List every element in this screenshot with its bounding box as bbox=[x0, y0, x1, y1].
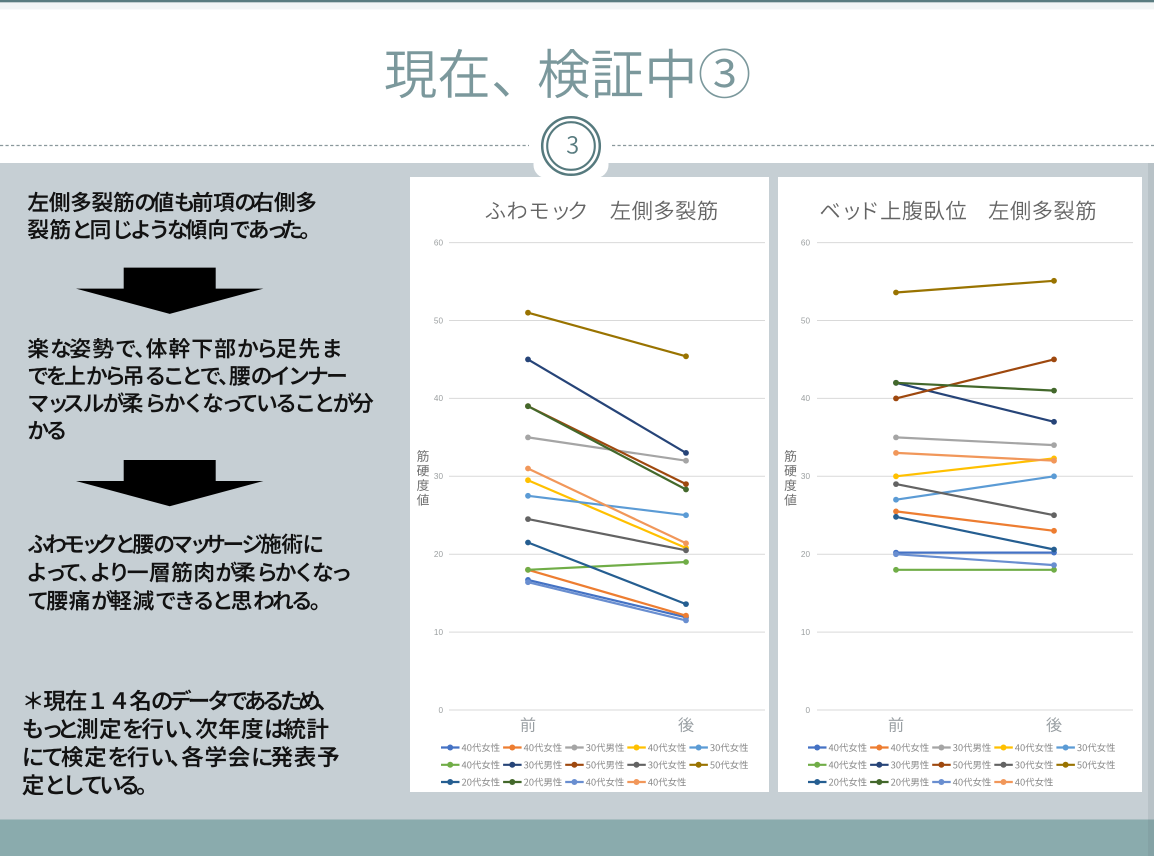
svg-text:60: 60 bbox=[801, 238, 811, 247]
svg-text:20: 20 bbox=[434, 550, 444, 559]
svg-text:40: 40 bbox=[434, 394, 444, 403]
svg-text:50: 50 bbox=[434, 316, 444, 325]
svg-text:0: 0 bbox=[438, 706, 443, 715]
svg-text:10: 10 bbox=[434, 628, 444, 637]
svg-text:40: 40 bbox=[801, 394, 811, 403]
svg-text:50: 50 bbox=[801, 316, 811, 325]
svg-text:0: 0 bbox=[805, 706, 810, 715]
svg-text:30: 30 bbox=[434, 472, 444, 481]
svg-text:10: 10 bbox=[801, 628, 811, 637]
svg-text:30: 30 bbox=[801, 472, 811, 481]
svg-text:20: 20 bbox=[801, 550, 811, 559]
svg-text:60: 60 bbox=[434, 238, 444, 247]
